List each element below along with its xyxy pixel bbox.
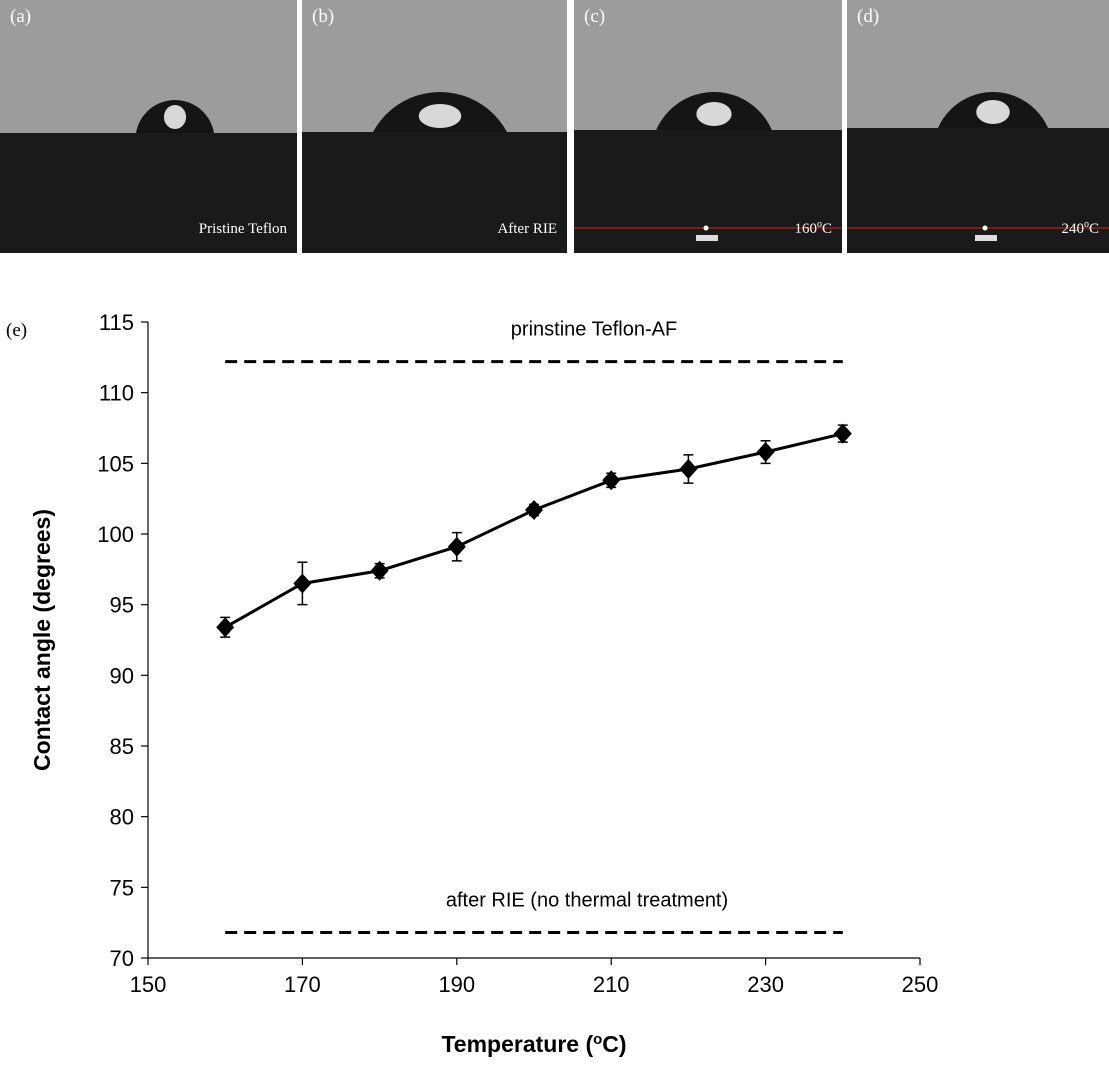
- y-tick-label: 90: [110, 663, 134, 688]
- data-marker: [293, 573, 312, 594]
- x-tick-label: 250: [902, 972, 939, 997]
- caption-end: C: [1089, 221, 1099, 237]
- y-tick-label: 85: [110, 734, 134, 759]
- photo-panel: (b) After RIE: [302, 0, 567, 253]
- y-axis-title: Contact angle (degrees): [29, 509, 55, 771]
- x-tick-label: 150: [130, 972, 167, 997]
- x-tick-label: 190: [438, 972, 475, 997]
- photo-panel: (a) Pristine Teflon: [0, 0, 297, 253]
- y-tick-label: 95: [110, 593, 134, 618]
- x-title-sup: o: [593, 1031, 602, 1048]
- y-tick-label: 80: [110, 805, 134, 830]
- panel-label: (a): [10, 6, 31, 27]
- panel-caption: Pristine Teflon: [199, 221, 288, 237]
- caption-text: 160: [794, 221, 817, 237]
- y-tick-label: 105: [97, 451, 134, 476]
- caption-text: 240: [1061, 221, 1084, 237]
- droplet-highlight: [976, 100, 1010, 124]
- caption-text: Pristine Teflon: [199, 221, 288, 237]
- data-marker: [833, 423, 852, 444]
- panel-caption: After RIE: [497, 221, 557, 237]
- x-title-end: C): [602, 1031, 626, 1057]
- data-marker: [216, 617, 235, 638]
- photo-panel: (d) 240oC: [847, 0, 1109, 253]
- y-tick-label: 70: [110, 946, 134, 971]
- droplet-highlight: [696, 102, 732, 126]
- scale-box: [975, 235, 997, 241]
- photo-panel: (c) 160oC: [574, 0, 842, 253]
- x-tick-label: 230: [747, 972, 784, 997]
- droplet-highlight: [163, 105, 187, 129]
- data-marker: [525, 499, 543, 520]
- scale-box: [696, 235, 718, 241]
- data-marker: [447, 536, 466, 557]
- x-axis-title: Temperature (oC): [441, 1031, 626, 1057]
- substrate: [302, 132, 567, 253]
- data-marker: [602, 470, 621, 491]
- reference-label: prinstine Teflon-AF: [511, 319, 677, 341]
- droplet-highlight: [418, 104, 462, 128]
- data-marker: [679, 458, 698, 479]
- panel-caption: 160oC: [794, 219, 832, 237]
- data-marker: [756, 442, 775, 463]
- y-tick-label: 115: [99, 310, 134, 335]
- x-tick-label: 170: [284, 972, 321, 997]
- y-tick-label: 75: [110, 875, 134, 900]
- panel-label: (e): [6, 320, 27, 341]
- x-title-text: Temperature (: [441, 1031, 593, 1057]
- caption-end: C: [822, 221, 832, 237]
- panel-label: (c): [584, 6, 605, 27]
- y-tick-label: 110: [99, 381, 134, 406]
- substrate: [574, 130, 842, 253]
- panel-label: (d): [857, 6, 879, 27]
- panel-caption: 240oC: [1061, 219, 1099, 237]
- data-marker: [370, 560, 389, 581]
- x-tick-label: 210: [593, 972, 630, 997]
- substrate: [0, 133, 297, 253]
- reference-label: after RIE (no thermal treatment): [446, 890, 728, 912]
- caption-text: After RIE: [497, 221, 557, 237]
- caption-sup: o: [1084, 219, 1089, 230]
- substrate: [847, 128, 1109, 253]
- data-line: [224, 432, 844, 629]
- caption-sup: o: [817, 219, 822, 230]
- marker-dot: [703, 225, 709, 231]
- marker-dot: [982, 225, 988, 231]
- panel-label: (b): [312, 6, 334, 27]
- y-tick-label: 100: [97, 522, 134, 547]
